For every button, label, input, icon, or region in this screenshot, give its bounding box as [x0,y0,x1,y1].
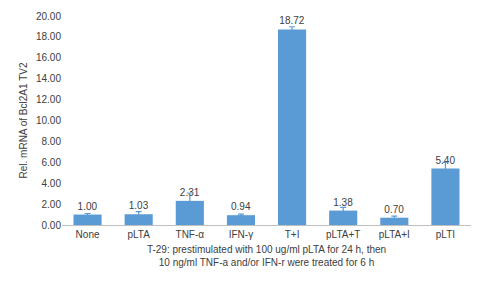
svg-text:4.00: 4.00 [42,178,62,189]
svg-text:0.94: 0.94 [231,201,251,212]
svg-text:2.31: 2.31 [180,187,200,198]
svg-text:14.00: 14.00 [36,73,61,84]
svg-text:18.72: 18.72 [279,15,304,26]
svg-text:6.00: 6.00 [42,157,62,168]
svg-text:Rel. mRNA of Bcl2A1 TV2: Rel. mRNA of Bcl2A1 TV2 [18,62,29,178]
svg-text:12.00: 12.00 [36,94,61,105]
svg-text:1.00: 1.00 [78,201,98,212]
svg-text:pLTI: pLTI [436,229,455,240]
svg-text:IFN-γ: IFN-γ [229,229,253,240]
svg-text:pLTA+I: pLTA+I [379,229,410,240]
svg-text:pLTA+T: pLTA+T [326,229,360,240]
svg-text:18.00: 18.00 [36,31,61,42]
svg-text:8.00: 8.00 [42,136,62,147]
svg-text:20.00: 20.00 [36,11,61,22]
svg-text:2.00: 2.00 [42,199,62,210]
svg-text:TNF-α: TNF-α [176,229,205,240]
svg-text:10.00: 10.00 [36,115,61,126]
svg-text:pLTA: pLTA [127,229,150,240]
svg-text:5.40: 5.40 [435,155,455,166]
svg-text:T+I: T+I [285,229,300,240]
svg-text:16.00: 16.00 [36,52,61,63]
svg-text:0.00: 0.00 [42,220,62,231]
svg-text:0.70: 0.70 [384,204,404,215]
svg-text:None: None [76,229,100,240]
svg-text:1.03: 1.03 [129,200,149,211]
svg-text:1.38: 1.38 [333,197,353,208]
svg-text:T-29: prestimulated with 100 u: T-29: prestimulated with 100 ug/ml pLTA … [147,244,386,268]
